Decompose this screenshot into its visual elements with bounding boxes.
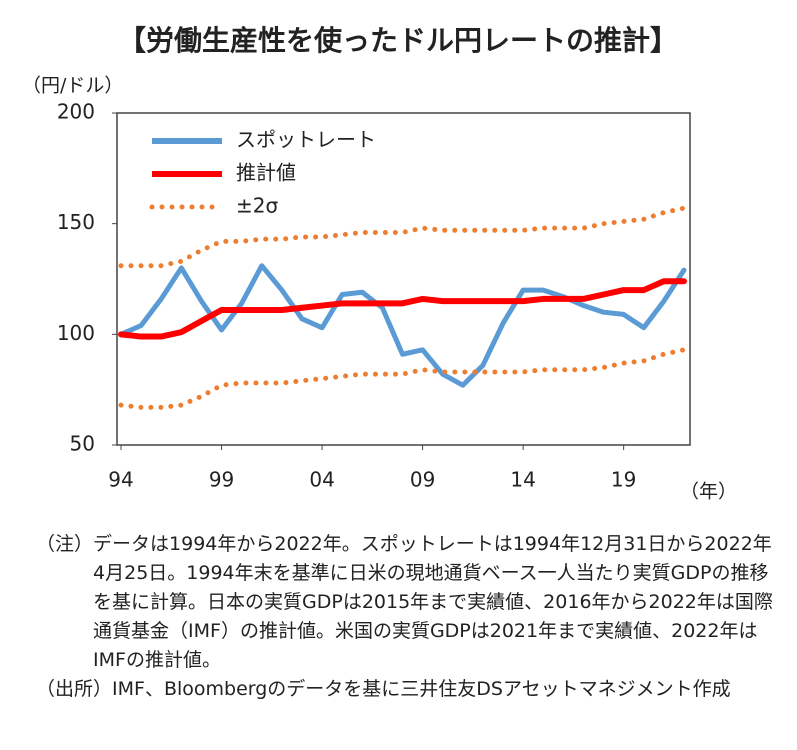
note: （出所） IMF、Bloombergのデータを基に三井住友DSアセットマネジメント… — [36, 675, 776, 704]
series-line — [118, 347, 687, 410]
legend-label: スポットレート — [236, 128, 376, 152]
y-tick-label: 100 — [57, 321, 95, 345]
plot-frame — [116, 112, 691, 446]
y-axis-label: （円/ドル） — [22, 75, 123, 97]
series-line — [118, 263, 687, 388]
y-tick-label: 50 — [70, 432, 95, 456]
chart-title: 【労働生産性を使ったドル円レートの推計】 — [118, 24, 678, 57]
x-tick-label: 04 — [309, 468, 334, 492]
notes: （注） データは1994年から2022年。スポットレートは1994年12月31日か… — [36, 530, 776, 704]
series-line — [118, 278, 687, 340]
x-axis-label: （年） — [680, 481, 737, 503]
y-tick-label: 200 — [57, 100, 95, 124]
note: （注） データは1994年から2022年。スポットレートは1994年12月31日か… — [36, 530, 776, 675]
x-tick-label: 19 — [611, 468, 636, 492]
legend-label: ±2σ — [236, 194, 278, 218]
legend-label: 推計値 — [236, 161, 296, 185]
note-label: （出所） — [36, 678, 113, 700]
note-text: IMF、Bloombergのデータを基に三井住友DSアセットマネジメント作成 — [112, 678, 731, 700]
x-tick-label: 99 — [209, 468, 234, 492]
x-tick-label: 94 — [108, 468, 133, 492]
y-tick-label: 150 — [57, 210, 95, 234]
note-label: （注） — [36, 533, 94, 555]
series-line — [118, 205, 687, 269]
x-tick-label: 09 — [410, 468, 435, 492]
note-text: データは1994年から2022年。スポットレートは1994年12月31日から20… — [93, 533, 773, 671]
chart: 【労働生産性を使ったドル円レートの推計】 （円/ドル） （年） 50 100 150… — [22, 24, 737, 503]
x-tick-label: 14 — [510, 468, 535, 492]
